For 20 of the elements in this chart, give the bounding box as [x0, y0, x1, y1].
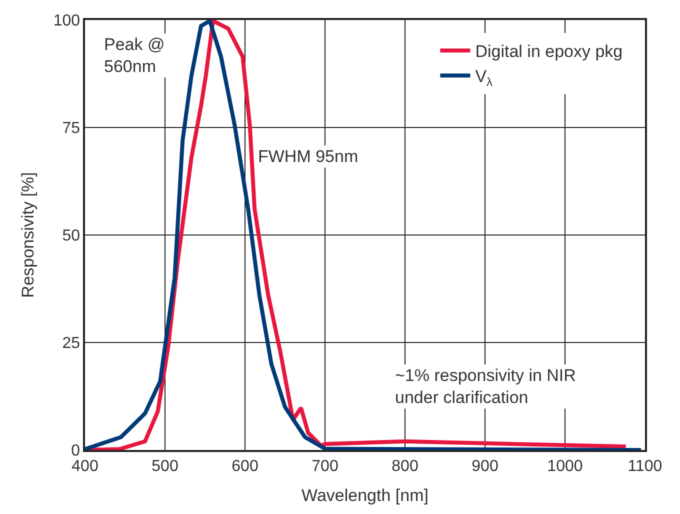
x-tick-label: 900	[472, 458, 498, 475]
legend-label: V$_{λ}$	[475, 67, 493, 89]
y-tick-label: 25	[62, 335, 80, 352]
x-tick-label: 1100	[628, 458, 662, 475]
y-tick-label: 0	[71, 442, 80, 460]
x-tick-label: 600	[232, 458, 258, 475]
y-axis-title: Responsivity [%]	[18, 172, 38, 298]
x-tick-label: 800	[392, 458, 418, 475]
x-tick-label: 700	[312, 458, 338, 475]
y-tick-label: 50	[62, 228, 80, 245]
x-tick-label: 500	[152, 458, 178, 475]
x-axis-title: Wavelength [nm]	[302, 486, 428, 505]
y-tick-label: 100	[53, 12, 80, 30]
y-tick-label: 75	[62, 120, 80, 138]
legend-label: Digital in epoxy pkg	[475, 42, 623, 62]
annotation: ~1% responsivity in NIR under clarification	[395, 366, 576, 408]
annotation: FWHM 95nm	[258, 147, 358, 166]
annotation: Peak @ 560nm	[104, 35, 165, 76]
x-tick-label: 400	[72, 458, 98, 475]
x-tick-label: 1000	[547, 458, 583, 475]
